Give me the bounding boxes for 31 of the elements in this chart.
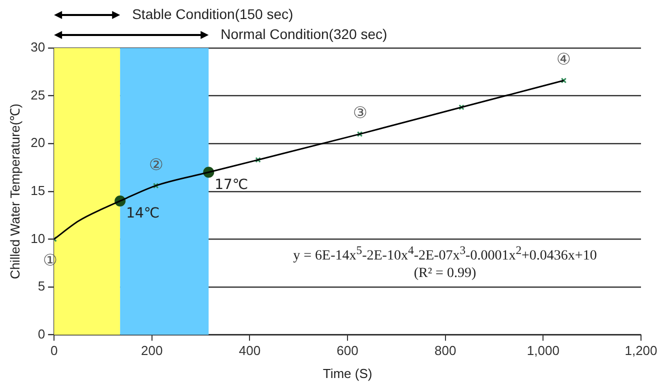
point <box>152 182 159 189</box>
y-tick-label: 5 <box>38 278 46 294</box>
point <box>255 156 261 163</box>
point <box>560 78 567 84</box>
x-tick-label: 0 <box>50 343 58 358</box>
y-tick-label: 20 <box>30 135 46 150</box>
y-tick-label: 30 <box>30 40 46 55</box>
data-label: 17℃ <box>214 176 248 193</box>
x-tick-label: 400 <box>238 343 261 358</box>
band-label: Normal Condition(320 sec) <box>220 26 388 42</box>
x-tick-label: 200 <box>141 343 163 358</box>
band-label: Stable Condition(150 sec) <box>132 6 294 22</box>
point <box>458 104 464 110</box>
y-axis-title: Chilled Water Temperature(℃) <box>7 104 22 280</box>
data-label: 14℃ <box>126 206 160 222</box>
point <box>356 131 363 137</box>
y-tick-label: 25 <box>30 87 46 102</box>
line-series <box>54 80 564 240</box>
y-tick-label: 0 <box>38 326 46 342</box>
annotation: (R² = 0.99) <box>412 264 478 282</box>
annotation: ④ <box>556 50 571 69</box>
x-tick-label: 800 <box>434 343 456 358</box>
y-tick-label: 15 <box>30 182 46 198</box>
x-tick-label: 1,000 <box>526 343 560 358</box>
text: y = 6E-14x$^{5}$-2E-10x$^{4}$-2E-07x$^{3}$-0.0001x$^{2}$+0.0436x+10 <box>293 244 597 264</box>
x-tick-label: 1,200 <box>624 343 658 358</box>
annotation: ③ <box>352 103 367 122</box>
annotation: ② <box>148 154 163 174</box>
y-tick-label: 10 <box>30 230 46 246</box>
x-axis-title: Time (S) <box>322 366 372 381</box>
x-tick-label: 600 <box>336 343 358 358</box>
